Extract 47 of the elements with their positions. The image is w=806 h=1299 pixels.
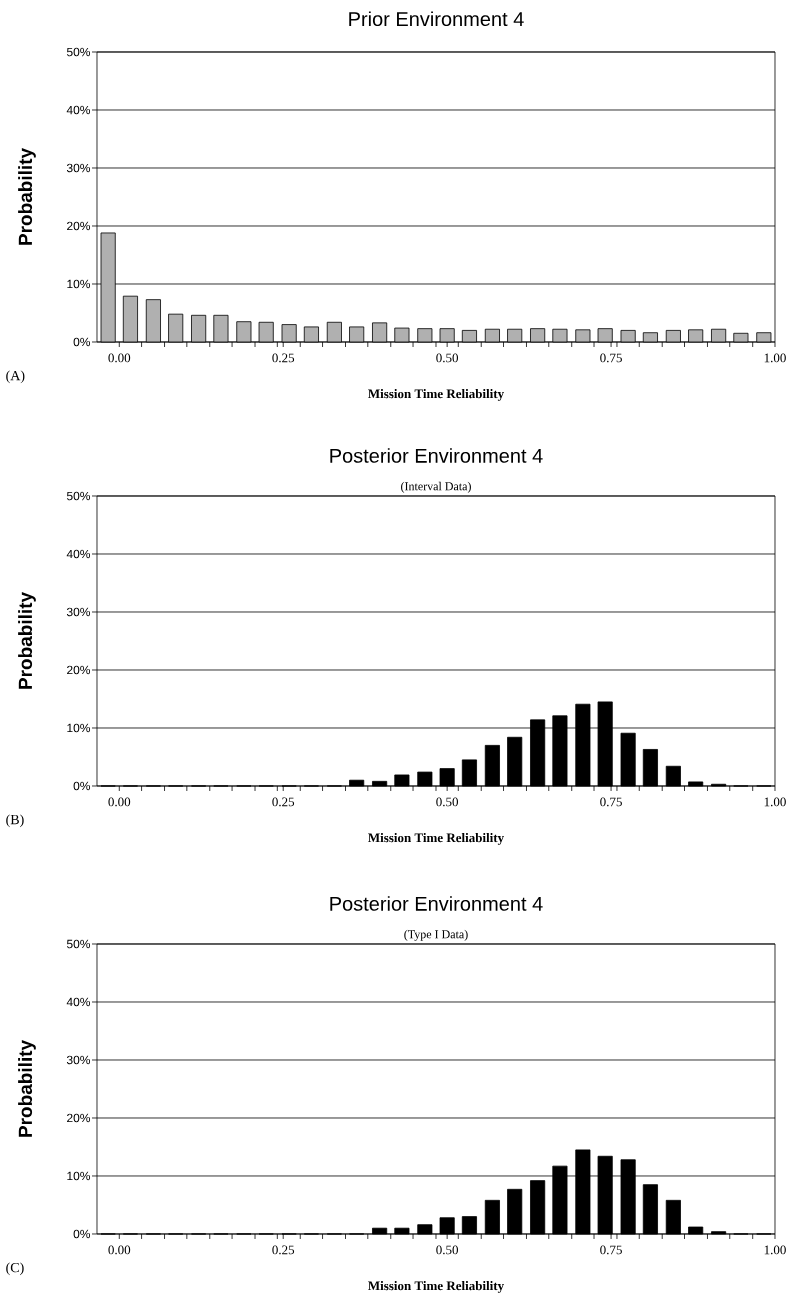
y-tick-label: 10% xyxy=(67,1171,91,1181)
y-tick-label: 40% xyxy=(66,549,91,559)
y-axis-title: Probability xyxy=(18,591,36,689)
y-tick-label: 50% xyxy=(66,491,91,501)
x-axis-title: Mission Time Reliability xyxy=(368,1281,504,1293)
y-tick-label: 0% xyxy=(73,337,91,347)
chart-title: Prior Environment 4 xyxy=(349,11,524,27)
y-tick-label: 30% xyxy=(66,607,91,617)
x-axis-title: Mission Time Reliability xyxy=(368,389,504,401)
y-tick-label: 10% xyxy=(67,279,91,289)
y-tick-label: 50% xyxy=(66,47,91,57)
y-tick-label: 20% xyxy=(67,1113,91,1123)
chart-subtitle: (Type I Data) xyxy=(404,929,468,941)
x-tick-label: 0.25 xyxy=(272,1245,295,1255)
y-tick-label: 0% xyxy=(73,781,91,791)
x-tick-label: 1.00 xyxy=(764,353,786,363)
x-tick-label: 0.75 xyxy=(600,353,622,363)
chart-title: Posterior Environment 4 xyxy=(330,448,543,463)
y-tick-label: 10% xyxy=(67,723,91,733)
x-tick-label: 1.00 xyxy=(764,1245,786,1255)
y-tick-label: 30% xyxy=(66,1055,91,1065)
x-tick-label: 0.50 xyxy=(436,353,459,363)
x-tick-label: 0.25 xyxy=(272,353,295,363)
y-tick-label: 20% xyxy=(67,221,91,231)
y-tick-label: 30% xyxy=(66,163,91,173)
chart-title: Posterior Environment 4 xyxy=(330,896,543,911)
y-tick-label: 40% xyxy=(66,105,91,115)
chart-subtitle: (Interval Data) xyxy=(401,481,471,493)
x-tick-label: 0.25 xyxy=(272,797,295,807)
x-tick-label: 1.00 xyxy=(764,797,786,807)
text: (A) xyxy=(6,370,25,384)
y-tick-label: 50% xyxy=(66,939,91,949)
y-tick-label: 40% xyxy=(66,997,91,1007)
y-tick-label: 0% xyxy=(73,1229,91,1239)
x-tick-label: 0.75 xyxy=(600,1245,622,1255)
x-tick-label: 0.00 xyxy=(108,797,131,807)
text: (C) xyxy=(6,1262,24,1276)
x-tick-label: 0.75 xyxy=(600,797,622,807)
x-tick-label: 0.00 xyxy=(108,1245,131,1255)
y-axis-title: Probability xyxy=(18,148,36,245)
x-tick-label: 0.50 xyxy=(436,1245,459,1255)
y-tick-label: 20% xyxy=(67,665,91,675)
x-tick-label: 0.50 xyxy=(436,797,459,807)
text: (B) xyxy=(6,814,24,828)
x-axis-title: Mission Time Reliability xyxy=(368,833,504,845)
x-tick-label: 0.00 xyxy=(108,353,131,363)
y-axis-title: Probability xyxy=(18,1039,36,1137)
